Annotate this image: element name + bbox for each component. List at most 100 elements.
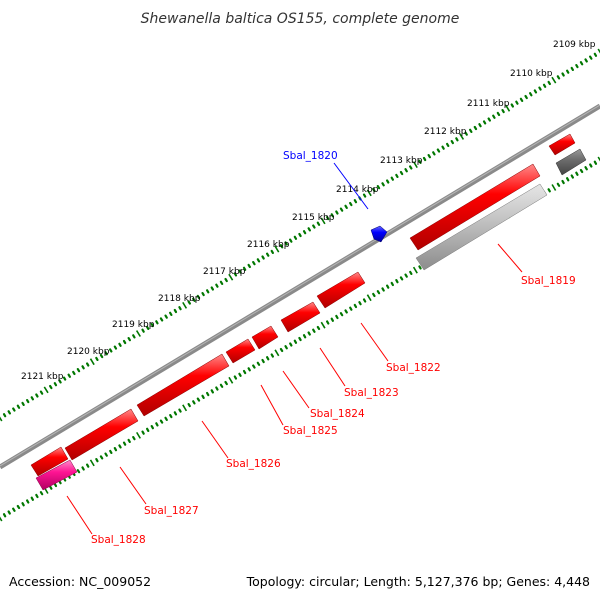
minor-tick — [395, 279, 399, 284]
major-tick — [136, 431, 141, 439]
kbp-label: 2121 kbp — [21, 372, 64, 382]
minor-tick — [593, 52, 598, 57]
minor-tick — [376, 185, 381, 190]
major-tick — [412, 161, 418, 169]
feature-dark-gray[interactable] — [555, 148, 587, 176]
gene-label-sbal-1826[interactable]: Sbal_1826 — [226, 458, 281, 470]
kbp-label: 2115 kbp — [292, 213, 335, 223]
minor-tick — [450, 140, 454, 145]
minor-tick — [395, 173, 399, 178]
kbp-label: 2120 kbp — [67, 347, 110, 357]
accession-text: Accession: NC_009052 — [9, 574, 151, 589]
leader-line-sbal-1825 — [260, 384, 284, 426]
minor-tick — [81, 365, 85, 370]
minor-tick — [146, 325, 150, 330]
gene-sbal-1828-red[interactable] — [30, 446, 69, 477]
minor-tick — [201, 292, 205, 297]
gene-sbal-1827[interactable] — [64, 408, 139, 461]
major-tick — [182, 301, 188, 309]
gene-sbal-1826[interactable] — [136, 353, 230, 417]
minor-tick — [39, 491, 44, 496]
minor-tick — [16, 504, 21, 510]
minor-tick — [164, 416, 168, 421]
minor-tick — [496, 111, 501, 117]
minor-tick — [127, 337, 131, 342]
genome-backbone — [0, 103, 600, 470]
gene-label-sbal-1823[interactable]: Sbal_1823 — [344, 387, 399, 399]
minor-tick — [155, 320, 159, 325]
gene-sbal-1823[interactable] — [280, 301, 321, 333]
gene-sbal-1822[interactable] — [316, 271, 366, 309]
gene-sbal-1819-fwd-small[interactable] — [548, 133, 576, 156]
gene-sbal-1821[interactable] — [409, 163, 541, 251]
major-tick — [274, 245, 280, 253]
minor-tick — [159, 419, 164, 424]
minor-tick — [12, 507, 16, 512]
outer-tick-ring — [0, 48, 600, 422]
minor-tick — [561, 179, 565, 185]
minor-tick — [62, 376, 67, 381]
minor-tick — [418, 265, 422, 270]
minor-tick — [584, 58, 588, 63]
minor-tick — [132, 334, 136, 339]
minor-tick — [446, 142, 450, 147]
minor-tick — [330, 317, 334, 322]
gene-label-sbal-1820[interactable]: Sbal_1820 — [283, 150, 338, 162]
minor-tick — [469, 128, 473, 133]
minor-tick — [579, 168, 584, 174]
kbp-label: 2119 kbp — [112, 320, 155, 330]
minor-tick — [30, 496, 35, 501]
minor-tick — [266, 252, 270, 257]
major-tick — [366, 294, 372, 302]
minor-tick — [210, 286, 214, 291]
minor-tick — [335, 210, 339, 215]
major-tick — [0, 516, 3, 522]
minor-tick — [113, 345, 118, 350]
gene-sbal-1820[interactable] — [370, 225, 388, 243]
minor-tick — [210, 389, 214, 394]
forward-strand-genes — [370, 133, 576, 243]
minor-tick — [478, 123, 482, 128]
feature-sbal-1828[interactable] — [35, 459, 78, 491]
minor-tick — [409, 165, 413, 170]
gene-label-sbal-1824[interactable]: Sbal_1824 — [310, 408, 365, 420]
gene-label-sbal-1822[interactable]: Sbal_1822 — [386, 362, 441, 374]
minor-tick — [339, 312, 344, 317]
leader-line-sbal-1828 — [66, 495, 93, 535]
minor-tick — [432, 151, 436, 156]
minor-tick — [565, 177, 570, 182]
minor-tick — [219, 280, 224, 285]
minor-tick — [473, 125, 478, 131]
minor-tick — [122, 441, 127, 446]
minor-tick — [206, 391, 210, 397]
gene-label-sbal-1827[interactable]: Sbal_1827 — [144, 505, 199, 517]
major-tick — [320, 321, 326, 329]
minor-tick — [21, 502, 25, 507]
minor-tick — [196, 397, 201, 402]
minor-tick — [399, 170, 404, 176]
minor-tick — [169, 414, 173, 419]
kbp-labels: 2109 kbp 2110 kbp 2111 kbp 2112 kbp 2113… — [21, 40, 596, 382]
minor-tick — [164, 314, 168, 319]
minor-tick — [58, 480, 62, 485]
minor-tick — [247, 367, 251, 372]
minor-tick — [261, 358, 265, 364]
minor-tick — [565, 69, 570, 74]
gene-sbal-1825[interactable] — [225, 338, 256, 364]
minor-tick — [99, 455, 104, 460]
feature-sbal-1819[interactable] — [415, 183, 548, 271]
major-tick — [43, 386, 49, 394]
minor-tick — [399, 276, 404, 281]
minor-tick — [528, 92, 533, 97]
major-tick — [597, 48, 600, 54]
gene-label-sbal-1828[interactable]: Sbal_1828 — [91, 534, 146, 546]
topology-text: Topology: circular; Length: 5,127,376 bp… — [246, 574, 590, 589]
minor-tick — [302, 334, 307, 339]
minor-tick — [81, 466, 85, 471]
minor-tick — [390, 281, 394, 287]
gene-label-sbal-1819[interactable]: Sbal_1819 — [521, 275, 576, 287]
gene-label-sbal-1825[interactable]: Sbal_1825 — [283, 425, 338, 437]
minor-tick — [7, 510, 11, 515]
gene-sbal-1824[interactable] — [251, 325, 279, 350]
minor-tick — [547, 188, 551, 193]
